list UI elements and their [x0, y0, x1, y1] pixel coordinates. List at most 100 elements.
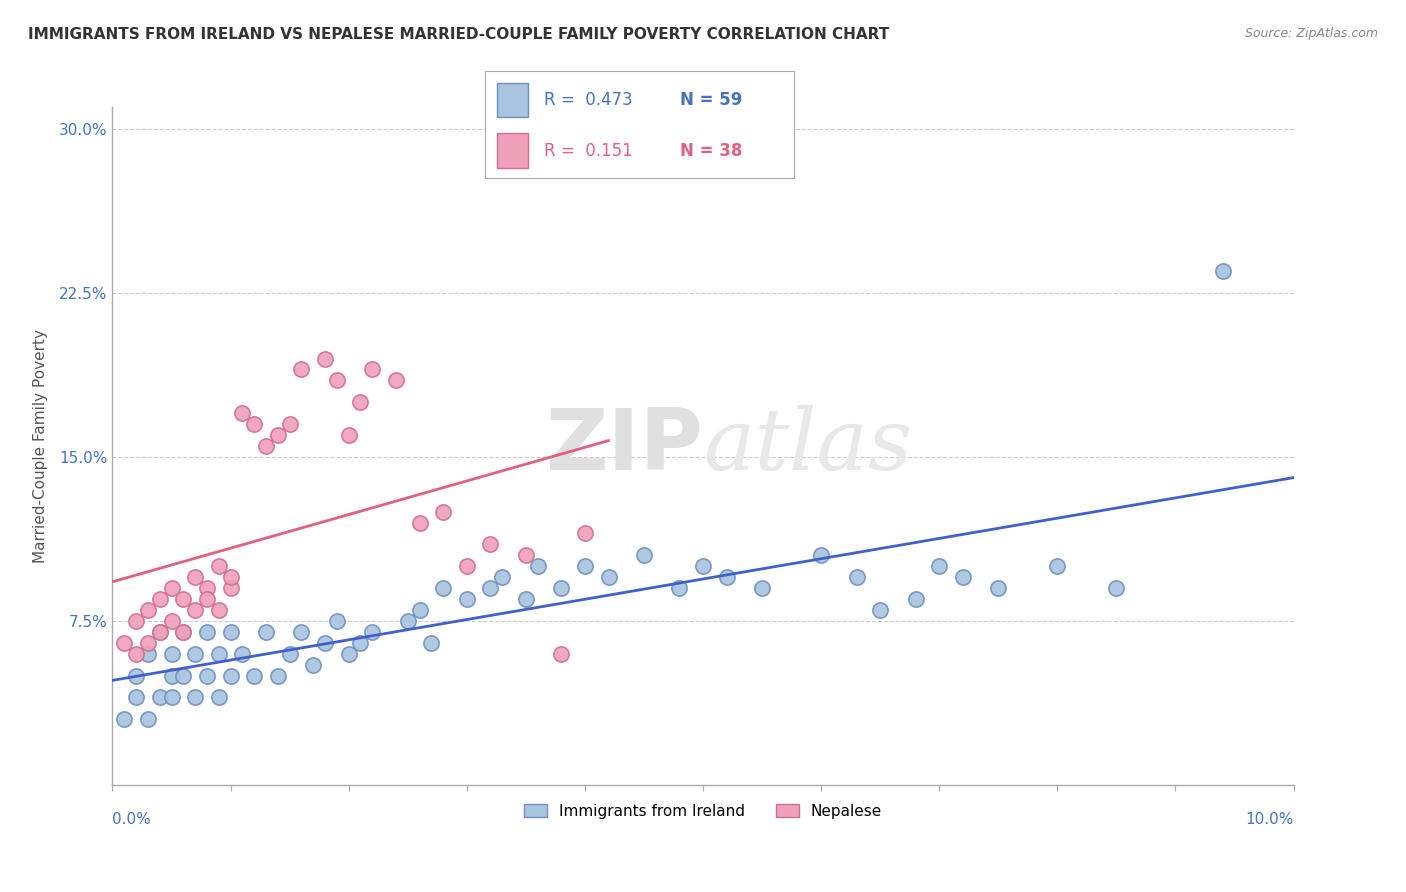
Point [125, 668, 148, 682]
Point [408, 516, 430, 530]
Point [195, 581, 218, 595]
Text: Source: ZipAtlas.com: Source: ZipAtlas.com [1244, 27, 1378, 40]
Bar [498, 134, 529, 168]
Point [231, 647, 253, 661]
Point [526, 559, 548, 574]
Point [125, 647, 148, 661]
Point [184, 570, 207, 584]
Point [574, 559, 596, 574]
Text: N = 38: N = 38 [681, 142, 742, 160]
Point [432, 581, 454, 595]
Point [136, 712, 159, 726]
Point [1105, 581, 1128, 595]
Point [302, 657, 325, 672]
Point [326, 614, 349, 628]
Point [904, 592, 927, 607]
Point [869, 603, 891, 617]
Point [184, 690, 207, 705]
Point [1212, 264, 1234, 278]
Point [314, 636, 336, 650]
Point [928, 559, 950, 574]
Point [668, 581, 690, 595]
Point [172, 624, 194, 639]
Text: 0.0%: 0.0% [112, 812, 152, 827]
Point [385, 373, 408, 387]
Point [125, 690, 148, 705]
Point [219, 581, 242, 595]
Point [184, 647, 207, 661]
Point [160, 581, 183, 595]
Point [208, 690, 231, 705]
Point [172, 592, 194, 607]
Point [987, 581, 1010, 595]
Point [172, 624, 194, 639]
Point [219, 624, 242, 639]
Point [195, 592, 218, 607]
Point [136, 603, 159, 617]
Point [243, 417, 266, 431]
Point [479, 581, 502, 595]
Point [361, 362, 384, 376]
Point [160, 614, 183, 628]
Point [254, 439, 277, 453]
Text: ZIP: ZIP [546, 404, 703, 488]
Point [550, 581, 572, 595]
Point [184, 603, 207, 617]
Point [361, 624, 384, 639]
Point [751, 581, 773, 595]
Point [172, 668, 194, 682]
Point [456, 559, 478, 574]
Text: N = 59: N = 59 [681, 91, 742, 109]
Point [633, 549, 655, 563]
Y-axis label: Married-Couple Family Poverty: Married-Couple Family Poverty [32, 329, 48, 563]
Bar [498, 83, 529, 118]
Point [112, 636, 135, 650]
Point [160, 668, 183, 682]
Point [125, 614, 148, 628]
Point [349, 636, 371, 650]
Point [515, 549, 537, 563]
Point [408, 603, 430, 617]
Point [290, 362, 312, 376]
Point [692, 559, 714, 574]
Legend: Immigrants from Ireland, Nepalese: Immigrants from Ireland, Nepalese [517, 797, 889, 825]
Point [290, 624, 312, 639]
Point [208, 603, 231, 617]
Point [326, 373, 349, 387]
Point [160, 690, 183, 705]
Point [479, 537, 502, 551]
Point [432, 505, 454, 519]
Point [716, 570, 738, 584]
Point [149, 624, 172, 639]
Point [243, 668, 266, 682]
Point [420, 636, 443, 650]
Point [491, 570, 513, 584]
Point [456, 592, 478, 607]
Point [254, 624, 277, 639]
Text: R =  0.473: R = 0.473 [544, 91, 633, 109]
Point [195, 624, 218, 639]
Point [810, 549, 832, 563]
Point [195, 668, 218, 682]
Point [149, 592, 172, 607]
Point [1046, 559, 1069, 574]
Point [550, 647, 572, 661]
Point [231, 406, 253, 420]
Point [208, 559, 231, 574]
Point [396, 614, 419, 628]
Point [267, 668, 290, 682]
Point [278, 417, 301, 431]
Text: 10.0%: 10.0% [1246, 812, 1294, 827]
Point [515, 592, 537, 607]
Point [149, 690, 172, 705]
Point [219, 570, 242, 584]
Point [136, 647, 159, 661]
Point [574, 526, 596, 541]
Text: atlas: atlas [703, 405, 912, 487]
Point [314, 351, 336, 366]
Point [219, 668, 242, 682]
Point [160, 647, 183, 661]
Point [952, 570, 974, 584]
Point [278, 647, 301, 661]
Point [136, 636, 159, 650]
